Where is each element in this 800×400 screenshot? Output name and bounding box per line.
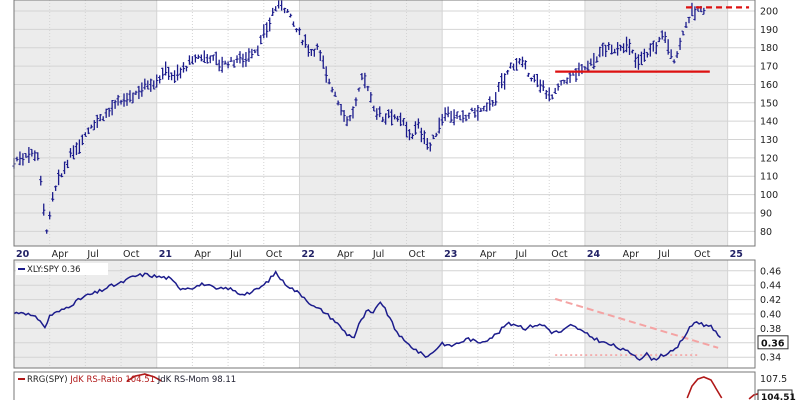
price-axis-tick-labels: 80 90 100 110 120 130 140 150 160 170 180 190 200: [760, 7, 778, 238]
time-tick-label: 21: [159, 249, 172, 260]
ratio-legend-label: XLY:SPY 0.36: [27, 265, 81, 275]
rrg-legend-part: JdK RS-Ratio 104.51: [68, 375, 156, 385]
ratio-last-value: 0.36: [761, 338, 785, 349]
time-tick-label: 24: [587, 249, 601, 260]
time-tick-label: Oct: [266, 249, 283, 260]
time-tick-label: 25: [730, 249, 743, 260]
price-bars: [12, 0, 706, 234]
rrg-legend-part: JdK RS-Mom 98.11: [155, 375, 236, 385]
price-tick-label: 130: [760, 135, 778, 146]
price-tick-label: 80: [760, 227, 772, 238]
time-tick-label: Jul: [372, 249, 384, 260]
price-tick-label: 150: [760, 98, 778, 109]
ratio-tick-label: 0.46: [760, 266, 781, 277]
time-tick-label: Apr: [194, 249, 211, 260]
rrg-last-value-tag: 104.51: [757, 389, 796, 400]
ratio-legend: XLY:SPY 0.36: [16, 263, 108, 275]
ratio-last-value-tag: 0.36: [757, 335, 789, 350]
price-tick-label: 170: [760, 62, 778, 73]
price-panel: 80 90 100 110 120 130 140 150 160 170 180 190 200 20…: [12, 0, 778, 260]
ratio-last-value-box: [757, 335, 789, 350]
price-tick-label: 100: [760, 190, 778, 201]
rrg-last-value-box: [757, 389, 793, 400]
rrg-panel: RRG(SPY) JdK RS-Ratio 104.51 JdK RS-Mom …: [13, 371, 796, 400]
rrg-last-value: 104.51: [761, 393, 796, 400]
time-tick-label: Oct: [694, 249, 711, 260]
time-tick-label: 20: [16, 249, 30, 260]
ratio-tick-label: 0.42: [760, 295, 781, 306]
rrg-legend: RRG(SPY) JdK RS-Ratio 104.51 JdK RS-Mom …: [18, 375, 236, 385]
time-axis-tick-labels: 20 Apr Jul Oct 21 Apr Jul Oct 22 Apr Jul Oct 23 Apr Ju…: [16, 249, 743, 260]
ratio-line: [13, 270, 721, 362]
price-tick-label: 90: [760, 208, 772, 219]
ratio-panel-frame: [13, 259, 756, 369]
rrg-axis-tick-labels: 107.5: [760, 374, 787, 385]
time-tick-label: Oct: [123, 249, 140, 260]
ratio-panel-gridlines: [13, 260, 755, 368]
price-tick-label: 180: [760, 43, 778, 54]
ratio-annotations: [554, 297, 719, 356]
ratio-legend-bg: [16, 263, 108, 275]
price-tick-label: 140: [760, 117, 778, 128]
rrg-series-line: [686, 376, 723, 399]
price-panel-frame: [13, 0, 756, 247]
price-tick-label: 160: [760, 80, 778, 91]
ratio-tick-label: 0.44: [760, 281, 781, 292]
ratio-trendline: [554, 297, 719, 349]
time-tick-label: 23: [444, 249, 457, 260]
rrg-panel-frame: [13, 371, 756, 400]
price-tick-label: 190: [760, 25, 778, 36]
time-tick-label: Apr: [52, 249, 69, 260]
time-tick-label: Jul: [229, 249, 241, 260]
time-tick-label: 22: [301, 249, 314, 260]
time-tick-label: Apr: [480, 249, 497, 260]
time-tick-label: Jul: [657, 249, 669, 260]
rrg-legend-part: RRG(SPY): [27, 375, 68, 385]
ratio-tick-label: 0.40: [760, 310, 781, 321]
ratio-panel: 0.34 0.38 0.40 0.42 0.44 0.46 XLY:SPY 0.36 0.…: [13, 259, 789, 369]
time-tick-label: Oct: [551, 249, 568, 260]
rrg-series-line: [126, 373, 162, 382]
time-tick-label: Oct: [409, 249, 426, 260]
rrg-legend-label: RRG(SPY) JdK RS-Ratio 104.51 JdK RS-Mom …: [27, 375, 236, 385]
price-tick-label: 200: [760, 7, 778, 18]
price-tick-label: 110: [760, 172, 778, 183]
price-tick-label: 120: [760, 153, 778, 164]
ratio-tick-label: 0.38: [760, 324, 781, 335]
price-annotations: [555, 6, 750, 73]
time-tick-label: Jul: [86, 249, 98, 260]
time-tick-label: Apr: [337, 249, 354, 260]
time-tick-label: Apr: [623, 249, 640, 260]
ratio-tick-label: 0.34: [760, 353, 781, 364]
rrg-tick-label: 107.5: [760, 374, 787, 385]
time-tick-label: Jul: [515, 249, 527, 260]
ratio-axis-tick-labels: 0.34 0.38 0.40 0.42 0.44 0.46: [760, 266, 781, 363]
ratio-series-line: [13, 270, 721, 362]
